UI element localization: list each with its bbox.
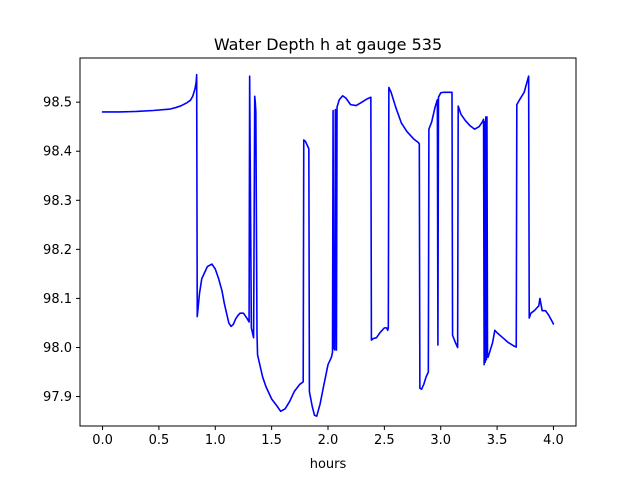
x-axis: 0.0 0.5 1.0 1.5 2.0 2.5 3.0 3.5 4.0 — [92, 426, 564, 448]
x-tick-label: 1.5 — [261, 433, 282, 448]
x-tick-label: 4.0 — [543, 433, 564, 448]
x-axis-label: hours — [310, 457, 347, 472]
y-axis: 97.9 98.0 98.1 98.2 98.3 98.4 98.5 — [43, 96, 80, 405]
y-tick-label: 98.0 — [43, 341, 72, 356]
y-tick-label: 98.3 — [43, 194, 72, 209]
x-tick-label: 0.0 — [92, 433, 113, 448]
y-tick-label: 98.1 — [43, 292, 72, 307]
y-tick-label: 97.9 — [43, 390, 72, 405]
x-tick-label: 2.0 — [318, 433, 339, 448]
y-tick-label: 98.5 — [43, 96, 72, 111]
x-tick-label: 3.0 — [430, 433, 451, 448]
x-tick-label: 2.5 — [374, 433, 395, 448]
series-line-0 — [101, 73, 555, 417]
x-tick-label: 0.5 — [149, 433, 170, 448]
plot-area — [101, 73, 555, 417]
y-tick-label: 98.4 — [43, 145, 72, 160]
x-tick-label: 1.0 — [205, 433, 226, 448]
x-tick-label: 3.5 — [487, 433, 508, 448]
y-tick-label: 98.2 — [43, 243, 72, 258]
chart-title: Water Depth h at gauge 535 — [214, 35, 442, 54]
